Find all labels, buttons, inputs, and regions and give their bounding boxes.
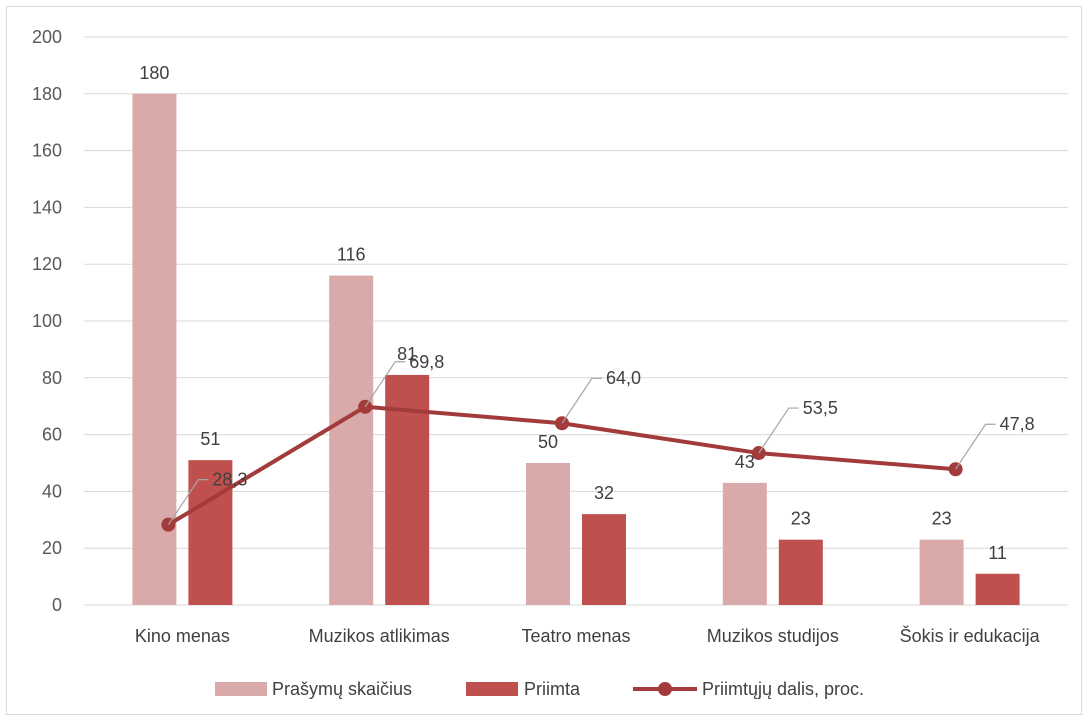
bar: [919, 539, 964, 605]
bar-value-label: 116: [337, 245, 366, 265]
bar: [722, 482, 767, 605]
y-tick-label: 140: [32, 197, 62, 217]
legend-label: Prašymų skaičius: [272, 679, 412, 699]
bar-value-label: 50: [538, 432, 558, 452]
y-tick-label: 20: [42, 538, 62, 558]
bar-value-label: 23: [791, 509, 811, 529]
y-tick-label: 100: [32, 311, 62, 331]
y-tick-label: 60: [42, 425, 62, 445]
x-category-label: Muzikos studijos: [707, 626, 839, 646]
bar: [526, 463, 570, 605]
label-leader-line: [955, 423, 996, 470]
line-value-label: 28,3: [212, 470, 247, 490]
y-tick-label: 120: [32, 254, 62, 274]
legend-swatch-prasymu: [215, 682, 267, 696]
label-leader-line: [561, 377, 602, 424]
label-leader-line: [364, 361, 406, 408]
y-tick-label: 160: [32, 141, 62, 161]
y-tick-label: 80: [42, 368, 62, 388]
bar-value-label: 51: [200, 429, 220, 449]
bar-value-label: 32: [594, 483, 614, 503]
x-category-label: Šokis ir edukacija: [900, 625, 1041, 646]
y-tick-label: 0: [52, 595, 62, 615]
line-value-label: 69,8: [409, 352, 444, 372]
x-category-label: Teatro menas: [521, 626, 630, 646]
label-leader-line: [758, 407, 799, 454]
x-category-label: Kino menas: [135, 626, 230, 646]
legend-label: Priimtųjų dalis, proc.: [702, 679, 864, 699]
y-tick-label: 200: [32, 27, 62, 47]
bar-value-label: 11: [988, 543, 1007, 563]
legend-label: Priimta: [524, 679, 581, 699]
y-tick-label: 40: [42, 481, 62, 501]
bar-value-label: 81: [397, 344, 417, 364]
label-leader-line: [167, 479, 209, 525]
legend-swatch-priimta: [466, 682, 518, 696]
x-category-label: Muzikos atlikimas: [309, 626, 450, 646]
line-value-label: 64,0: [606, 368, 641, 388]
legend-swatch-marker: [658, 682, 672, 696]
bar-value-label: 43: [735, 452, 755, 472]
y-tick-label: 180: [32, 84, 62, 104]
bar: [975, 573, 1020, 605]
bar: [329, 275, 374, 605]
bar-value-label: 180: [139, 63, 169, 83]
line-value-label: 53,5: [803, 398, 838, 418]
line-value-label: 47,8: [1000, 414, 1035, 434]
bar: [778, 539, 823, 605]
bar-value-label: 23: [932, 509, 952, 529]
bar: [582, 514, 626, 605]
